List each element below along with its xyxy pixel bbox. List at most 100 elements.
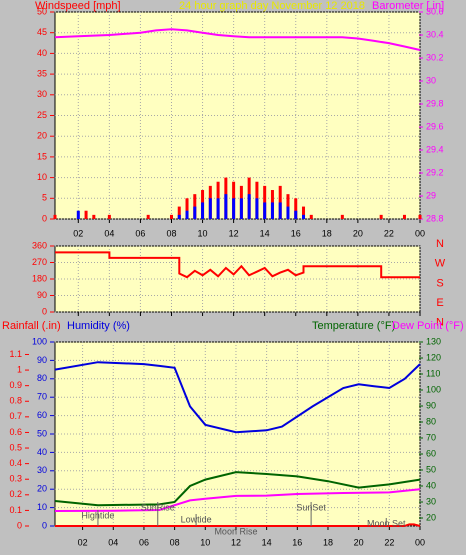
compass-label: N — [436, 238, 444, 250]
wind-bar — [107, 214, 111, 219]
wind-bar — [247, 194, 251, 219]
y-tick-label: 1 — [17, 364, 22, 374]
x-tick-label: 04 — [108, 537, 118, 547]
y-tick-label: 70 — [426, 432, 436, 442]
wind-bar — [294, 198, 298, 219]
y-tick-label: 29.8 — [426, 98, 444, 108]
compass-label: W — [435, 258, 446, 270]
wind-bar — [177, 214, 181, 219]
y-tick-label: 100 — [32, 336, 47, 346]
y-tick-label: 60 — [37, 410, 47, 420]
y-tick-label: 0.7 — [9, 411, 22, 421]
x-tick-label: 16 — [292, 537, 302, 547]
x-tick-label: 08 — [166, 228, 176, 238]
wind-bar — [379, 214, 383, 219]
legend-entry: Dew Point (°F) — [392, 320, 464, 332]
x-tick-label: 14 — [262, 537, 272, 547]
x-tick-label: 14 — [260, 228, 270, 238]
x-tick-label: 22 — [384, 228, 394, 238]
wind-bar — [169, 214, 173, 219]
y-tick-label: 30 — [37, 465, 47, 475]
x-tick-label: 04 — [104, 228, 114, 238]
compass-label: N — [436, 317, 444, 329]
wind-bar — [185, 198, 189, 219]
y-tick-label: 0 — [42, 306, 47, 316]
y-tick-label: 25 — [37, 110, 47, 120]
y-tick-label: 30.4 — [426, 29, 444, 39]
series-line — [54, 471, 421, 507]
y-tick-label: 10 — [37, 502, 47, 512]
y-tick-label: 80 — [426, 416, 436, 426]
x-tick-label: 22 — [384, 537, 394, 547]
wind-bar — [263, 202, 267, 219]
wind-bar — [216, 198, 220, 219]
y-tick-label: 0 — [42, 520, 47, 530]
x-tick-label: 18 — [322, 228, 332, 238]
x-tick-label: 06 — [135, 228, 145, 238]
y-tick-label: 35 — [37, 68, 47, 78]
y-tick-label: 180 — [32, 273, 47, 283]
y-tick-label: 0.3 — [9, 474, 22, 484]
y-tick-label: 30.6 — [426, 6, 444, 16]
wind-bar — [92, 214, 96, 219]
y-tick-label: 5 — [42, 193, 47, 203]
compass-label: E — [436, 297, 443, 309]
compass-label: S — [436, 277, 443, 289]
annotation: Hightide — [81, 510, 114, 520]
x-tick-label: 10 — [200, 537, 210, 547]
y-tick-label: 20 — [37, 131, 47, 141]
x-tick-label: 20 — [353, 228, 363, 238]
wind-bar — [224, 194, 228, 219]
wind-bar — [177, 206, 181, 219]
annotation: Moon Rise — [214, 526, 257, 536]
y-tick-label: 45 — [37, 27, 47, 37]
y-tick-label: 30 — [426, 75, 436, 85]
y-tick-label: 0.1 — [9, 505, 22, 515]
x-tick-label: 02 — [73, 228, 83, 238]
x-tick-label: 08 — [170, 537, 180, 547]
wind-bar — [208, 198, 212, 219]
y-tick-label: 50 — [37, 428, 47, 438]
x-tick-label: 06 — [139, 537, 149, 547]
wind-bar — [53, 214, 57, 219]
y-tick-label: 20 — [426, 512, 436, 522]
chart-title: 24 hour graph day November 12 2018 — [179, 0, 365, 12]
x-tick-label: 00 — [415, 228, 425, 238]
x-tick-label: 10 — [198, 228, 208, 238]
y-tick-label: 15 — [37, 151, 47, 161]
wind-bar — [302, 214, 306, 219]
y-tick-label: 29.4 — [426, 144, 444, 154]
x-tick-label: 18 — [323, 537, 333, 547]
annotation: Lowtide — [181, 514, 212, 524]
y-tick-label: 90 — [37, 355, 47, 365]
y-tick-label: 0.2 — [9, 489, 22, 499]
y-tick-label: 60 — [426, 448, 436, 458]
y-tick-label: 90 — [37, 290, 47, 300]
y-tick-label: 1.1 — [9, 349, 22, 359]
wind-bar — [146, 214, 150, 219]
wind-bar — [239, 198, 243, 219]
y-tick-label: 30 — [37, 89, 47, 99]
x-tick-label: 00 — [415, 537, 425, 547]
y-tick-label: 80 — [37, 373, 47, 383]
wind-bar — [84, 210, 88, 219]
wind-bar — [201, 202, 205, 219]
series-line — [55, 251, 420, 279]
annotation: SunRise — [141, 502, 175, 512]
y-tick-label: 40 — [37, 48, 47, 58]
wind-bar — [418, 214, 422, 219]
y-tick-label: 0.9 — [9, 380, 22, 390]
wind-bar — [270, 202, 274, 219]
annotation: SunSet — [296, 502, 326, 512]
y-tick-label: 360 — [32, 240, 47, 250]
y-tick-label: 120 — [426, 352, 441, 362]
legend-entry: Windspeed [mph] — [35, 0, 121, 12]
y-tick-label: 0.6 — [9, 427, 22, 437]
series-line — [54, 361, 421, 434]
legend-entry: Rainfall (.in) — [2, 320, 61, 332]
y-tick-label: 270 — [32, 257, 47, 267]
y-tick-label: 29 — [426, 190, 436, 200]
y-tick-label: 70 — [37, 392, 47, 402]
y-tick-label: 40 — [426, 480, 436, 490]
